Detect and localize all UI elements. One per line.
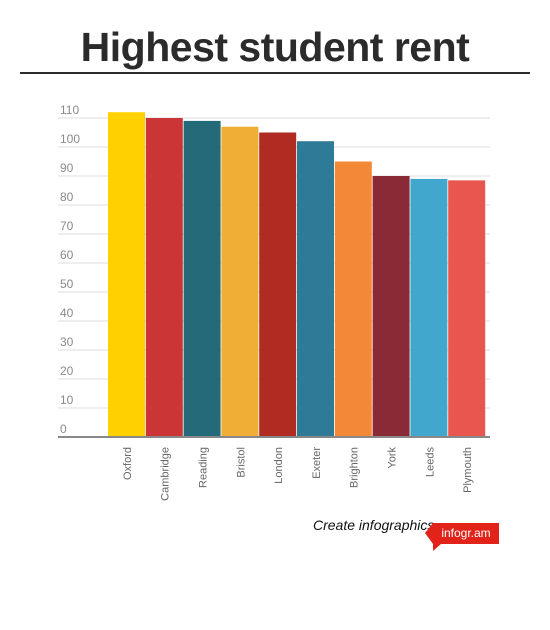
y-tick-label: 80 xyxy=(60,190,74,204)
y-tick-label: 0 xyxy=(60,422,67,436)
bar-leeds xyxy=(410,178,448,437)
x-tick-label: Plymouth xyxy=(462,447,474,493)
x-tick-label: Reading xyxy=(198,447,210,488)
bar-plymouth xyxy=(448,180,486,437)
bar-chart: 0 10 20 30 40 50 60 70 80 90 100 110 Oxford Cambridge… xyxy=(58,103,490,501)
y-tick-label: 20 xyxy=(60,364,74,378)
x-tick-label: Exeter xyxy=(311,447,323,479)
x-tick-label: Bristol xyxy=(235,447,247,478)
bar-york xyxy=(372,176,410,437)
y-tick-label: 30 xyxy=(60,335,74,349)
bar-cambridge xyxy=(145,118,183,437)
brand-badge[interactable]: infogr.am xyxy=(433,523,499,544)
x-tick-label: London xyxy=(273,447,285,484)
x-tick-label: Cambridge xyxy=(160,447,172,501)
y-tick-label: 60 xyxy=(60,248,74,262)
bar-exeter xyxy=(297,141,334,437)
y-tick-label: 10 xyxy=(60,393,74,407)
x-tick-label: Oxford xyxy=(122,447,134,480)
y-tick-label: 90 xyxy=(60,161,74,175)
title-divider xyxy=(20,72,530,74)
x-tick-label: Leeds xyxy=(424,447,436,477)
chart-title: Highest student rent xyxy=(80,24,470,70)
bar-bristol xyxy=(221,126,259,437)
create-infographics-link[interactable]: Create infographics xyxy=(313,517,435,533)
y-tick-label: 50 xyxy=(60,277,74,291)
y-tick-label: 110 xyxy=(60,103,79,117)
y-tick-label: 40 xyxy=(60,306,74,320)
bar-reading xyxy=(183,120,221,438)
bar-brighton xyxy=(334,161,372,437)
x-tick-label: York xyxy=(387,447,399,469)
bar-oxford xyxy=(108,112,145,437)
brand-badge-notch xyxy=(425,523,433,544)
bar-london xyxy=(259,132,297,437)
y-tick-label: 70 xyxy=(60,219,74,233)
x-tick-label: Brighton xyxy=(349,447,361,488)
y-tick-label: 100 xyxy=(60,132,80,146)
brand-badge-tail xyxy=(433,544,441,551)
